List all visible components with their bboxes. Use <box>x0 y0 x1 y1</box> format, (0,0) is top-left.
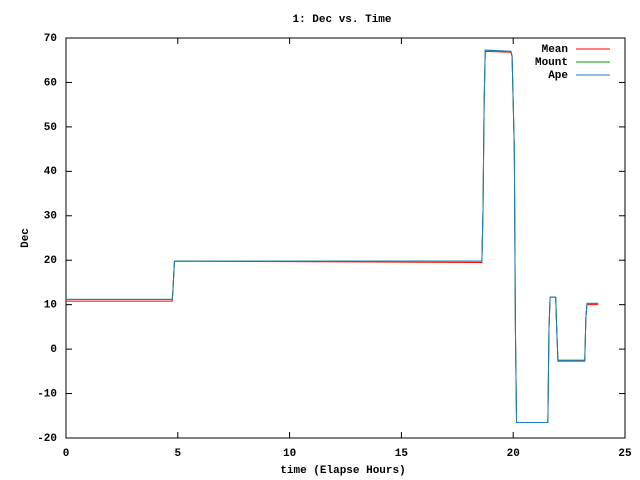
data-line <box>66 49 599 423</box>
y-tick-label: 50 <box>44 122 57 134</box>
y-tick-label: 10 <box>44 300 57 312</box>
data-line <box>66 50 599 423</box>
y-tick-label: 30 <box>44 211 57 223</box>
x-tick-label: 5 <box>174 448 181 460</box>
y-axis-label: Dec <box>20 228 32 248</box>
plot-frame <box>65 37 626 439</box>
y-tick-label: 60 <box>44 77 57 89</box>
x-tick-label: 10 <box>283 448 296 460</box>
y-tick-label: 70 <box>44 33 57 45</box>
x-tick-label: 0 <box>63 448 70 460</box>
chart-title: 1: Dec vs. Time <box>292 14 391 26</box>
legend-label: Mean <box>542 44 568 56</box>
x-tick-label: 25 <box>618 448 632 460</box>
y-tick-label: 20 <box>44 255 57 267</box>
data-line <box>66 49 599 423</box>
legend-label: Mount <box>535 57 568 69</box>
legend-label: Ape <box>548 70 568 82</box>
y-tick-label: 0 <box>50 344 57 356</box>
y-tick-label: -20 <box>37 433 57 445</box>
y-tick-label: -10 <box>37 388 57 400</box>
x-tick-label: 15 <box>395 448 409 460</box>
x-axis-label: time (Elapse Hours) <box>280 465 405 477</box>
y-tick-label: 40 <box>44 166 57 178</box>
x-tick-label: 20 <box>507 448 520 460</box>
